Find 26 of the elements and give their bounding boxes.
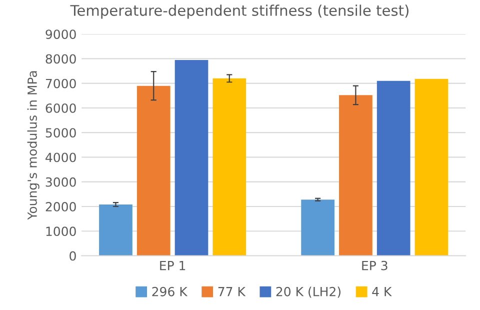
bar (301, 200, 334, 256)
y-tick-label: 0 (70, 251, 76, 261)
legend-label: 20 K (LH2) (276, 286, 340, 298)
legend-label: 4 K (372, 287, 392, 296)
x-tick-label: EP 3 (362, 260, 388, 270)
y-tick-label: 7000 (46, 78, 76, 88)
y-tick-label: 6000 (46, 103, 76, 113)
bar (174, 60, 208, 256)
bar (414, 78, 448, 256)
legend-label: 77 K (218, 287, 246, 296)
bar (376, 80, 410, 256)
legend-label: 296 K (152, 286, 188, 296)
y-tick-label: 3000 (46, 177, 76, 187)
x-tick-label: EP 1 (160, 260, 186, 270)
bar (212, 78, 246, 256)
bar (136, 86, 170, 256)
y-tick-label: 2000 (46, 202, 76, 212)
y-tick-label: 5000 (46, 128, 76, 138)
y-tick-label: 8000 (46, 54, 76, 64)
bar (339, 95, 372, 256)
bar (99, 204, 132, 256)
y-tick-label: 1000 (46, 226, 76, 236)
y-tick-label: 4000 (46, 152, 76, 162)
chart-title: Temperature-dependent stiffness (tensile test) (70, 4, 408, 19)
y-tick-label: 9000 (46, 30, 76, 40)
y-axis-title: Young's modulus in MPa (27, 71, 40, 220)
